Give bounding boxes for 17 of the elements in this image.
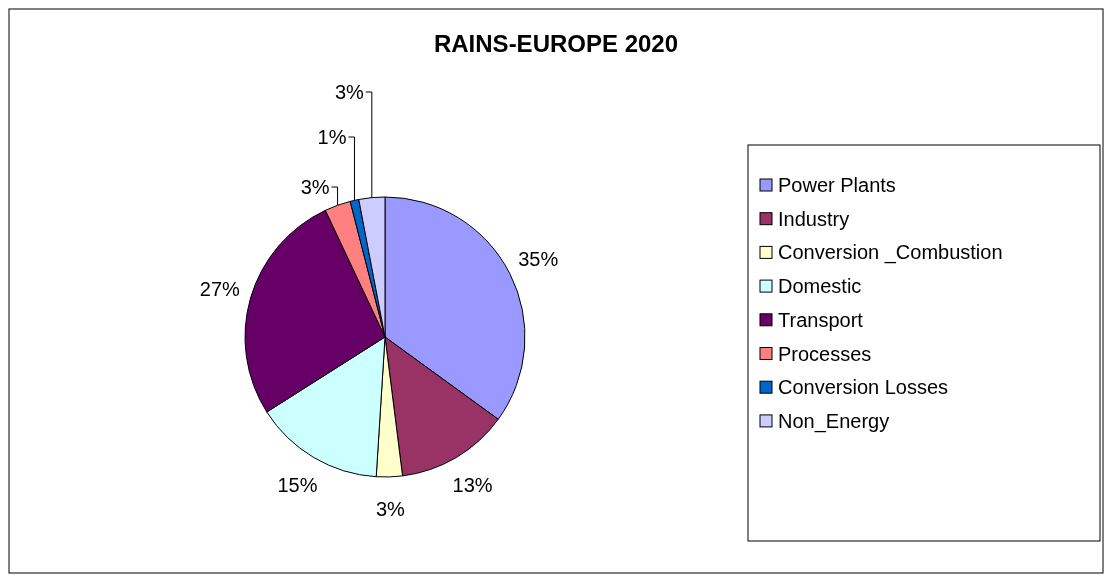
legend-label: Non_Energy — [778, 409, 890, 433]
data-label: 35% — [518, 247, 559, 270]
legend-label: Conversion Losses — [778, 376, 949, 399]
chart-title: RAINS-EUROPE 2020 — [433, 30, 679, 57]
data-label: 15% — [277, 474, 318, 497]
data-label: 3% — [334, 81, 365, 103]
legend-label: Processes — [778, 342, 872, 365]
legend-label: Industry — [778, 207, 850, 230]
legend-label: Transport — [778, 308, 864, 331]
data-label: 3% — [375, 497, 406, 520]
data-label: 3% — [300, 176, 330, 198]
data-label: 13% — [452, 474, 493, 497]
data-label: 27% — [199, 278, 241, 301]
data-label: 1% — [317, 126, 347, 148]
legend-label: Domestic — [778, 275, 862, 298]
legend-label: Power Plants — [778, 174, 896, 196]
legend-label: Conversion _Combustion — [778, 241, 1003, 265]
